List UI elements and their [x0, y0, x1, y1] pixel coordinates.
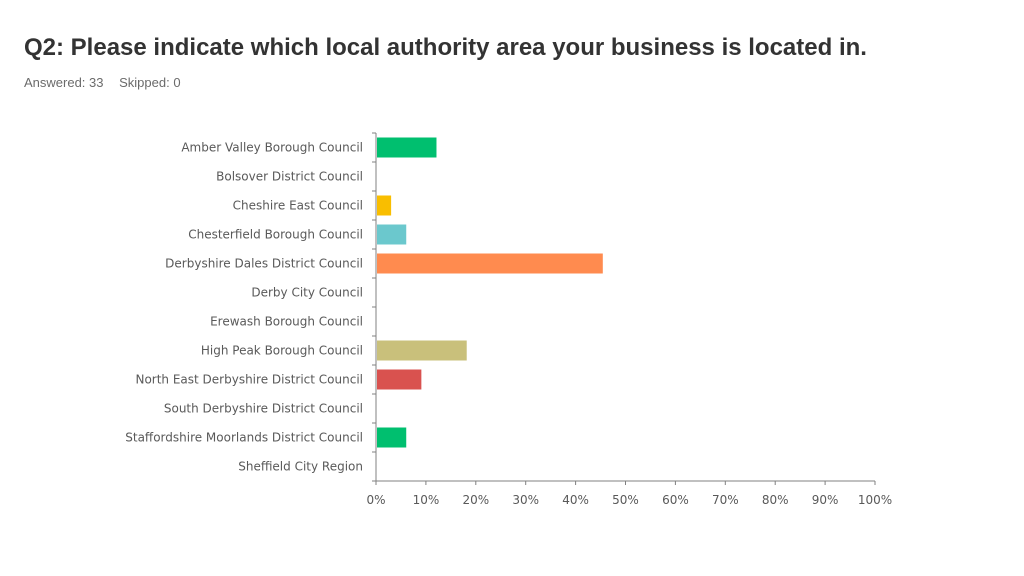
- bar: [377, 137, 437, 158]
- category-label: Staffordshire Moorlands District Council: [125, 431, 363, 445]
- x-tick-label: 70%: [712, 493, 739, 507]
- category-label: Derby City Council: [251, 286, 363, 300]
- x-tick-label: 40%: [562, 493, 589, 507]
- bar: [377, 340, 467, 361]
- category-label: North East Derbyshire District Council: [135, 373, 363, 387]
- x-tick-label: 20%: [462, 493, 489, 507]
- category-label: Chesterfield Borough Council: [188, 228, 363, 242]
- category-label: Amber Valley Borough Council: [181, 141, 363, 155]
- answered-count: Answered: 33: [24, 75, 104, 90]
- category-label: South Derbyshire District Council: [164, 402, 363, 416]
- x-tick-label: 30%: [512, 493, 539, 507]
- x-tick-label: 90%: [812, 493, 839, 507]
- bar: [377, 369, 422, 390]
- axes-layer: [372, 132, 876, 485]
- bar: [377, 224, 407, 245]
- bars-layer: [377, 137, 603, 448]
- x-tick-label: 10%: [413, 493, 440, 507]
- x-tick-label: 50%: [612, 493, 639, 507]
- category-label: High Peak Borough Council: [201, 344, 363, 358]
- category-label: Cheshire East Council: [233, 199, 363, 213]
- category-label: Derbyshire Dales District Council: [165, 257, 363, 271]
- labels-layer: Amber Valley Borough Council Bolsover Dis…: [125, 141, 892, 508]
- question-title: Q2: Please indicate which local authorit…: [24, 34, 867, 61]
- category-label: Sheffield City Region: [238, 460, 363, 474]
- response-stats: Answered: 33 Skipped: 0: [24, 75, 193, 90]
- x-tick-label: 60%: [662, 493, 689, 507]
- bar: [377, 427, 407, 448]
- x-tick-label: 0%: [366, 493, 385, 507]
- bar: [377, 253, 603, 274]
- skipped-count: Skipped: 0: [119, 75, 181, 90]
- x-tick-label: 100%: [858, 493, 892, 507]
- category-label: Erewash Borough Council: [210, 315, 363, 329]
- bar: [377, 195, 392, 216]
- category-label: Bolsover District Council: [216, 170, 363, 184]
- x-tick-label: 80%: [762, 493, 789, 507]
